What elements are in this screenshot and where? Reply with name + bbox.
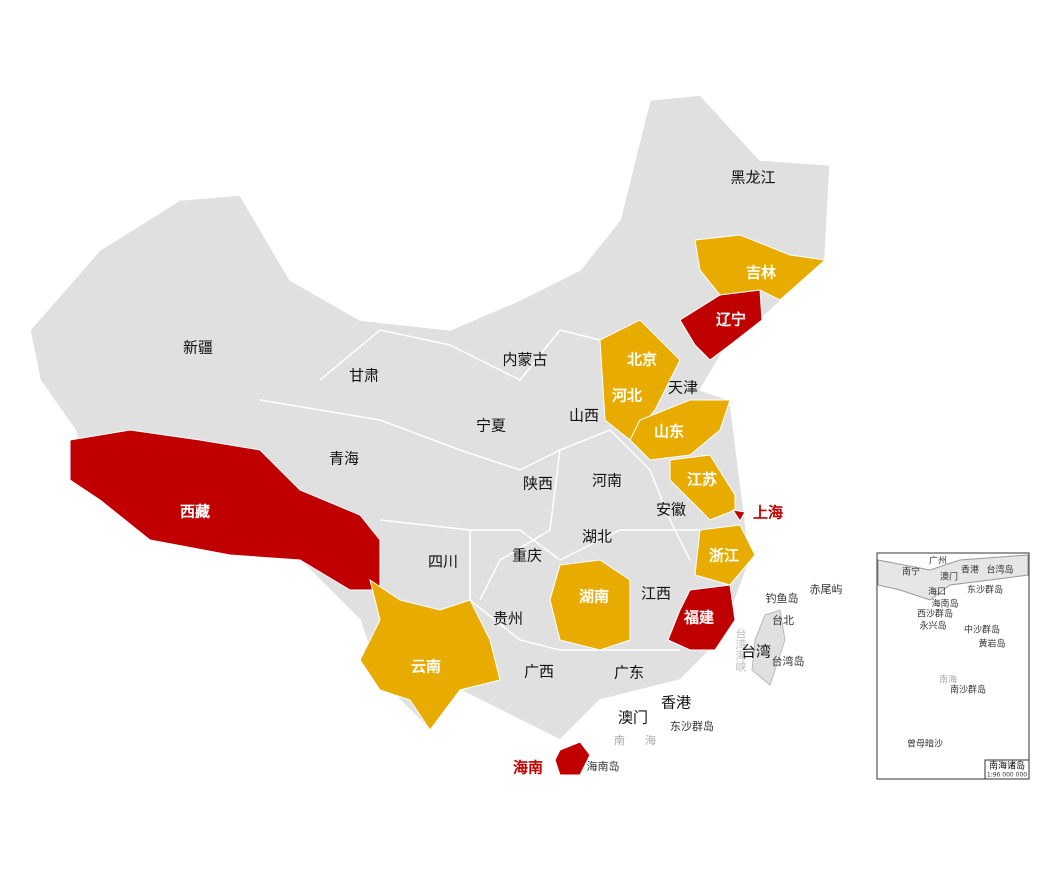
province-shape — [669, 454, 736, 521]
province-label: 江西 — [641, 585, 671, 603]
province-label: 内蒙古 — [502, 351, 547, 369]
inset-label: 黄岩岛 — [978, 638, 1005, 650]
province-label: 重庆 — [512, 547, 542, 565]
province-shape — [549, 559, 631, 651]
inset-label: 曾母暗沙 — [907, 738, 943, 750]
province-shape — [731, 509, 746, 522]
inset-label: 西沙群岛 — [917, 608, 953, 620]
inset-land — [877, 554, 1029, 601]
province-label: 西藏 — [180, 503, 210, 521]
inset-label: 广州 — [929, 555, 947, 567]
province-shape — [359, 578, 501, 731]
inset-label: 南宁 — [902, 566, 920, 578]
province-label: 河北 — [612, 387, 642, 405]
province-label: 贵州 — [493, 610, 523, 628]
taiwan-shape — [751, 609, 786, 686]
province-borders — [379, 519, 700, 561]
province-shape — [694, 234, 827, 301]
province-label: 宁夏 — [476, 417, 506, 435]
country-outline — [29, 94, 831, 741]
province-label: 北京 — [627, 351, 657, 369]
inset-label: 南海 — [939, 674, 957, 686]
province-label: 海南 — [513, 759, 543, 777]
province-label: 陕西 — [523, 475, 553, 493]
province-label: 黑龙江 — [730, 169, 775, 187]
inset-label: 香港 — [961, 564, 979, 576]
province-label: 四川 — [428, 553, 458, 571]
province-label: 河南 — [592, 472, 622, 490]
inset-label: 南沙群岛 — [950, 684, 986, 696]
inset-caption-box — [984, 759, 1030, 780]
inset-label: 台湾岛 — [986, 564, 1013, 576]
province-shape — [599, 319, 681, 441]
province-label: 香港 — [661, 694, 691, 712]
place-label: 海南岛 — [587, 759, 620, 773]
province-label: 辽宁 — [716, 311, 746, 329]
inset-scale: 1:96 000 000 — [987, 772, 1027, 779]
province-label: 广东 — [614, 664, 644, 682]
province-label: 山东 — [654, 423, 684, 441]
province-shape — [679, 289, 763, 361]
province-label: 澳门 — [618, 709, 648, 727]
inset-label: 永兴岛 — [919, 620, 946, 632]
inset-label: 海口 — [928, 586, 946, 598]
province-label: 台湾 — [741, 643, 771, 661]
province-shape — [667, 584, 736, 651]
province-label: 青海 — [329, 450, 359, 468]
province-label: 安徽 — [656, 501, 686, 519]
place-label: 台北 — [772, 613, 794, 627]
inset-title: 南海诸岛 — [989, 760, 1025, 772]
inset-label: 中沙群岛 — [964, 624, 1000, 636]
province-label: 上海 — [753, 504, 783, 522]
province-label: 天津 — [668, 379, 698, 397]
province-label: 江苏 — [687, 471, 717, 489]
province-borders — [319, 329, 601, 381]
place-label: 东沙群岛 — [670, 719, 714, 733]
province-label: 吉林 — [746, 264, 777, 282]
province-shape — [629, 399, 731, 461]
province-label: 广西 — [524, 663, 554, 681]
inset-label: 海南岛 — [931, 598, 958, 610]
place-label: 钓鱼岛 — [766, 591, 799, 605]
province-label: 新疆 — [183, 339, 213, 357]
inset-label: 澳门 — [940, 571, 958, 583]
province-borders — [469, 530, 680, 651]
province-borders — [479, 449, 561, 601]
province-label: 湖南 — [579, 588, 609, 606]
place-label: 赤尾屿 — [810, 583, 843, 596]
place-label: 南海 — [614, 733, 676, 747]
place-label: 台湾海峡 — [734, 627, 747, 672]
province-shape — [554, 741, 591, 776]
province-label: 云南 — [411, 658, 441, 676]
inset-label: 东沙群岛 — [967, 584, 1003, 596]
place-label: 台湾岛 — [772, 654, 805, 668]
province-label: 山西 — [569, 407, 599, 425]
province-label: 福建 — [683, 609, 715, 627]
province-label: 浙江 — [709, 547, 739, 565]
province-shape — [694, 524, 756, 586]
province-label: 湖北 — [582, 528, 612, 546]
province-label: 甘肃 — [349, 367, 379, 385]
